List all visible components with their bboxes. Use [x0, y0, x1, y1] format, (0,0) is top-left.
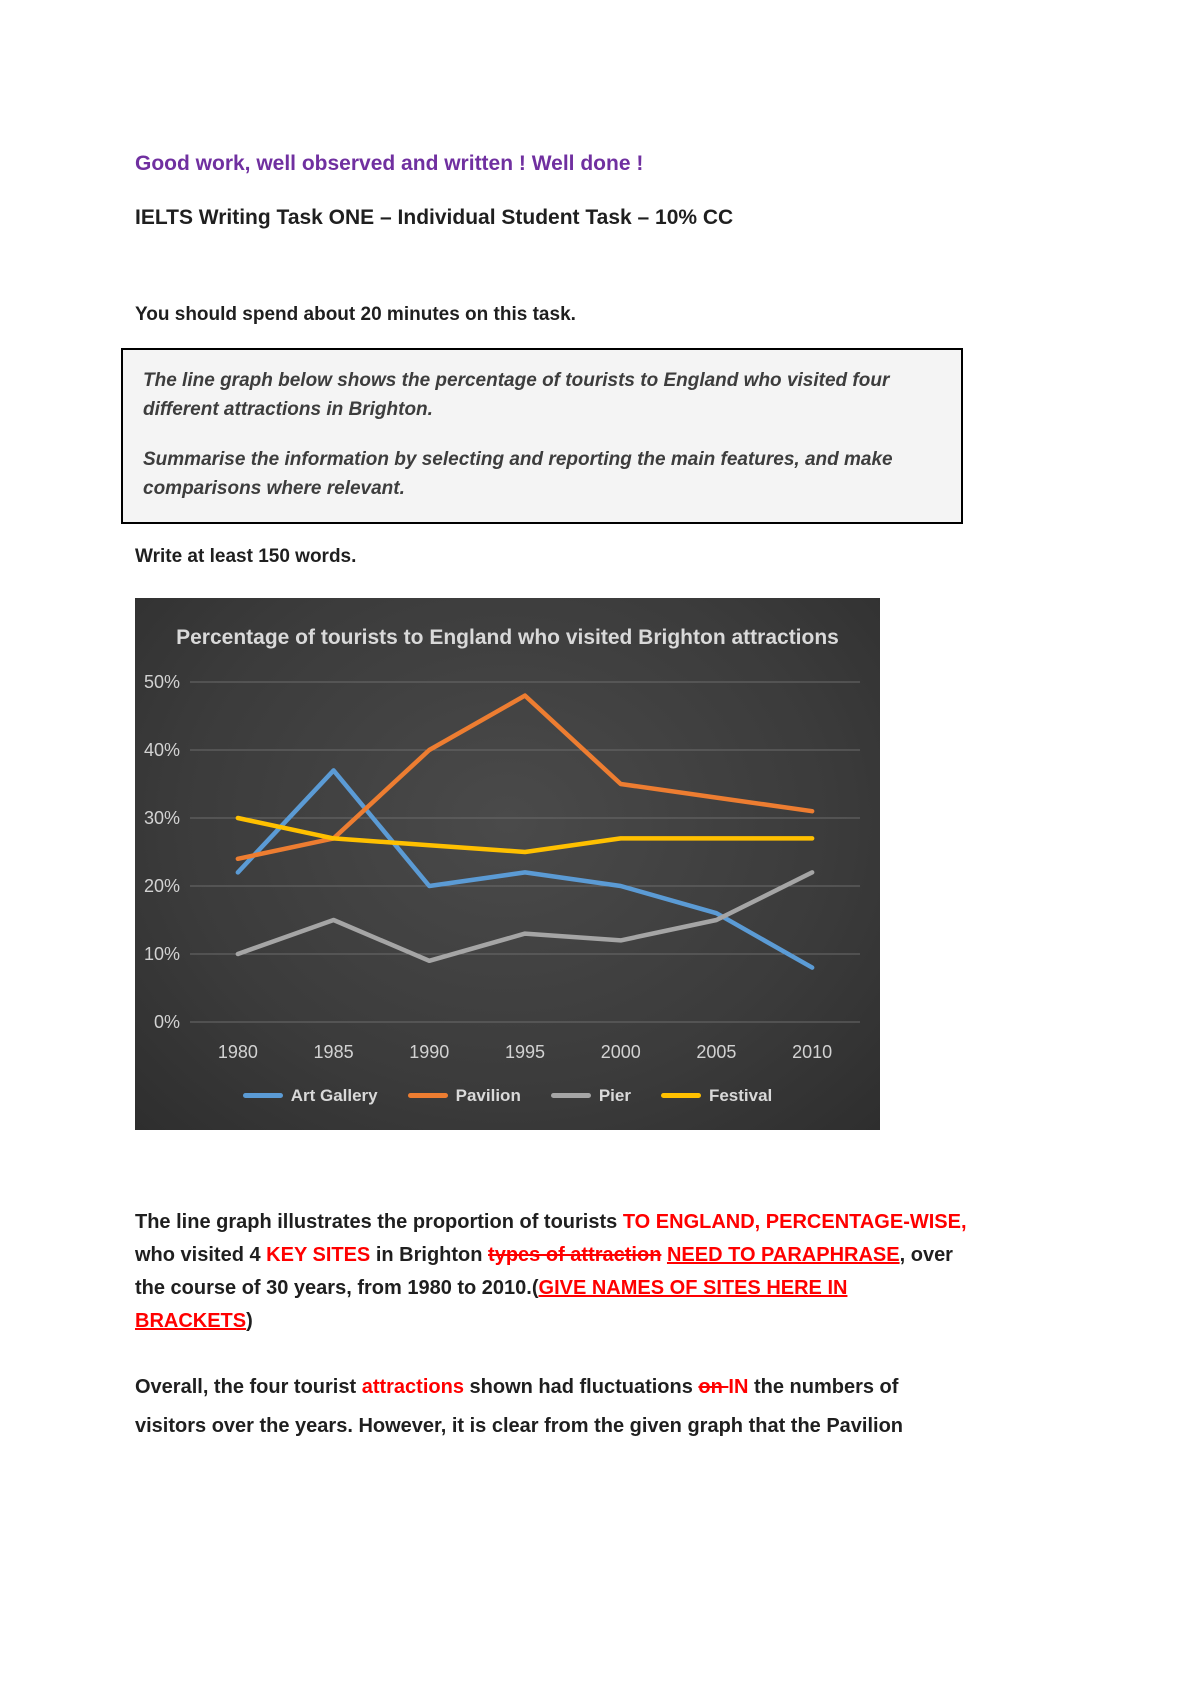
task-prompt-box: The line graph below shows the percentag… [121, 348, 963, 524]
correction-text: GIVE NAMES OF SITES HERE IN BRACKETS [135, 1276, 848, 1332]
correction-text: attractions [361, 1375, 464, 1398]
essay-text: , over the course of 30 years, from 1980… [135, 1243, 953, 1299]
chart-canvas: 0% 10% 20% 30% 40% 50% 1980 1985 1990 1995 2000 200… [144, 672, 860, 1062]
x-axis-tick-label: 1985 [314, 1042, 354, 1062]
legend-item-art-gallery: Art Gallery [242, 1085, 378, 1106]
x-axis-tick-label: 2000 [601, 1042, 641, 1062]
legend-label: Pavilion [455, 1085, 521, 1105]
chart-legend: Art Gallery Pavilion Pier Festival [135, 1084, 880, 1130]
essay-text: The line graph illustrates the proportio… [135, 1210, 623, 1233]
legend-item-festival: Festival [660, 1085, 773, 1106]
series-line-festival [235, 815, 815, 854]
y-axis-tick-label: 10% [144, 944, 180, 964]
y-axis-tick-label: 50% [144, 672, 180, 692]
y-axis-tick-label: 30% [144, 808, 180, 828]
correction-text: IN [728, 1375, 749, 1398]
correction-text: on [698, 1375, 729, 1398]
feedback-heading: Good work, well observed and written ! W… [135, 152, 644, 175]
x-axis-tick-label: 2010 [792, 1042, 832, 1062]
series-line-pier [235, 869, 815, 963]
legend-swatch [242, 1093, 283, 1099]
essay-text: the numbers of visitors over the years. … [135, 1375, 904, 1437]
essay-paragraph-2: Overall, the four tourist attractions sh… [135, 1368, 970, 1446]
task-title: IELTS Writing Task ONE – Individual Stud… [135, 206, 734, 229]
chart-title: Percentage of tourists to England who vi… [176, 625, 839, 649]
essay-text: who visited 4 [135, 1243, 267, 1266]
word-count-note: Write at least 150 words. [135, 545, 357, 567]
legend-swatch [660, 1093, 701, 1099]
time-instruction: You should spend about 20 minutes on thi… [135, 304, 576, 325]
correction-text: TO ENGLAND, PERCENTAGE-WISE, [622, 1210, 967, 1233]
legend-item-pavilion: Pavilion [407, 1085, 521, 1106]
y-axis-tick-label: 40% [144, 740, 180, 760]
task-prompt-line2: Summarise the information by selecting a… [143, 448, 893, 500]
series-line-art-gallery [235, 767, 815, 970]
legend-item-pier: Pier [550, 1085, 631, 1106]
essay-text: in Brighton [370, 1243, 489, 1266]
essay-text: ) [246, 1309, 253, 1332]
legend-label: Pier [598, 1085, 631, 1105]
x-axis-tick-label: 1995 [505, 1042, 545, 1062]
task-prompt-line1: The line graph below shows the percentag… [143, 370, 890, 421]
legend-label: Art Gallery [290, 1085, 378, 1105]
line-chart: Percentage of tourists to England who vi… [135, 597, 880, 1130]
essay-paragraph-1: The line graph illustrates the proportio… [135, 1206, 970, 1338]
x-axis-tick-label: 2005 [696, 1042, 736, 1062]
legend-label: Festival [708, 1085, 773, 1105]
x-axis-tick-label: 1990 [409, 1042, 449, 1062]
correction-text: types of attraction [488, 1243, 662, 1266]
y-axis-tick-label: 0% [154, 1012, 180, 1032]
correction-text: NEED TO PARAPHRASE [666, 1243, 900, 1266]
correction-text: KEY SITES [266, 1243, 371, 1266]
y-axis-tick-label: 20% [144, 876, 180, 896]
essay-text: shown had fluctuations [463, 1375, 699, 1398]
legend-swatch [407, 1093, 448, 1099]
essay-text: Overall, the four tourist [135, 1375, 362, 1398]
x-axis-tick-label: 1980 [218, 1042, 258, 1062]
document-content: Good work, well observed and written ! W… [121, 152, 970, 1446]
legend-swatch [550, 1093, 591, 1099]
